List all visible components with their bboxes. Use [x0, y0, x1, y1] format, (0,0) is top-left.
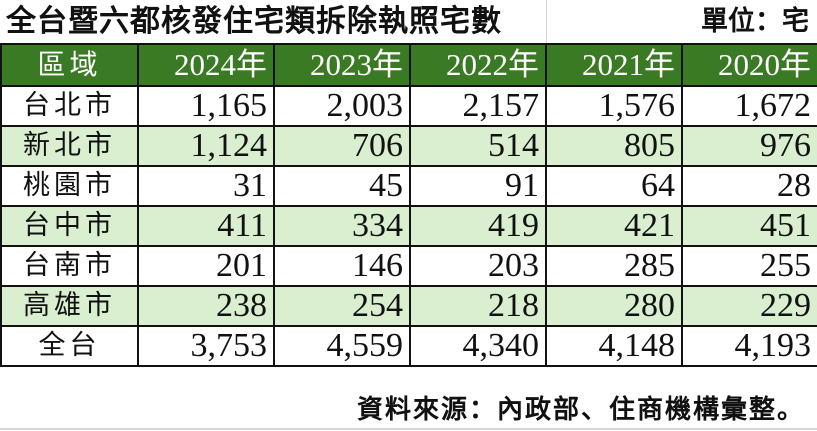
- header-row: 區域 2024年 2023年 2022年 2021年 2020年: [0, 43, 817, 87]
- value-cell: 2,157: [409, 85, 547, 127]
- value-cell: 91: [409, 165, 547, 207]
- value-cell: 514: [409, 125, 547, 167]
- value-cell: 1,165: [137, 85, 275, 127]
- value-cell: 254: [273, 285, 411, 327]
- header-region: 區域: [0, 43, 139, 87]
- value-cell: 146: [273, 245, 411, 287]
- table-row-tainan: 台南市 201 146 203 285 255: [0, 245, 817, 287]
- region-cell: 全台: [0, 325, 139, 367]
- value-cell: 28: [681, 165, 817, 207]
- region-cell: 台中市: [0, 205, 139, 247]
- value-cell: 2,003: [273, 85, 411, 127]
- value-cell: 4,559: [273, 325, 411, 367]
- value-cell: 1,672: [681, 85, 817, 127]
- header-2020: 2020年: [681, 43, 817, 87]
- header-2023: 2023年: [273, 43, 411, 87]
- value-cell: 203: [409, 245, 547, 287]
- table-row-new-taipei: 新北市 1,124 706 514 805 976: [0, 125, 817, 167]
- value-cell: 285: [545, 245, 683, 287]
- region-cell: 台南市: [0, 245, 139, 287]
- source-note: 資料來源：內政部、住商機構彙整。: [356, 395, 805, 425]
- value-cell: 4,340: [409, 325, 547, 367]
- value-cell: 45: [273, 165, 411, 207]
- title-divider: [546, 0, 547, 44]
- value-cell: 1,576: [545, 85, 683, 127]
- value-cell: 334: [273, 205, 411, 247]
- region-cell: 台北市: [0, 85, 139, 127]
- value-cell: 218: [409, 285, 547, 327]
- value-cell: 419: [409, 205, 547, 247]
- value-cell: 3,753: [137, 325, 275, 367]
- header-2022: 2022年: [409, 43, 547, 87]
- value-cell: 280: [545, 285, 683, 327]
- demolition-permits-table: 區域 2024年 2023年 2022年 2021年 2020年 台北市 1,1…: [0, 43, 817, 367]
- table-row-taipei: 台北市 1,165 2,003 2,157 1,576 1,672: [0, 85, 817, 127]
- value-cell: 238: [137, 285, 275, 327]
- value-cell: 255: [681, 245, 817, 287]
- value-cell: 805: [545, 125, 683, 167]
- value-cell: 421: [545, 205, 683, 247]
- value-cell: 1,124: [137, 125, 275, 167]
- table-row-kaohsiung: 高雄市 238 254 218 280 229: [0, 285, 817, 327]
- table-row-taoyuan: 桃園市 31 45 91 64 28: [0, 165, 817, 207]
- bottom-divider: [0, 428, 817, 430]
- value-cell: 4,193: [681, 325, 817, 367]
- value-cell: 64: [545, 165, 683, 207]
- title-bar: 全台暨六都核發住宅類拆除執照宅數 單位：宅: [0, 0, 817, 44]
- table-row-total: 全台 3,753 4,559 4,340 4,148 4,193: [0, 325, 817, 367]
- region-cell: 新北市: [0, 125, 139, 167]
- value-cell: 4,148: [545, 325, 683, 367]
- table-row-taichung: 台中市 411 334 419 421 451: [0, 205, 817, 247]
- value-cell: 451: [681, 205, 817, 247]
- region-cell: 桃園市: [0, 165, 139, 207]
- header-2024: 2024年: [137, 43, 275, 87]
- value-cell: 706: [273, 125, 411, 167]
- table-title: 全台暨六都核發住宅類拆除執照宅數: [6, 4, 502, 39]
- value-cell: 411: [137, 205, 275, 247]
- value-cell: 201: [137, 245, 275, 287]
- header-2021: 2021年: [545, 43, 683, 87]
- unit-label: 單位：宅: [701, 6, 809, 37]
- value-cell: 229: [681, 285, 817, 327]
- value-cell: 31: [137, 165, 275, 207]
- region-cell: 高雄市: [0, 285, 139, 327]
- value-cell: 976: [681, 125, 817, 167]
